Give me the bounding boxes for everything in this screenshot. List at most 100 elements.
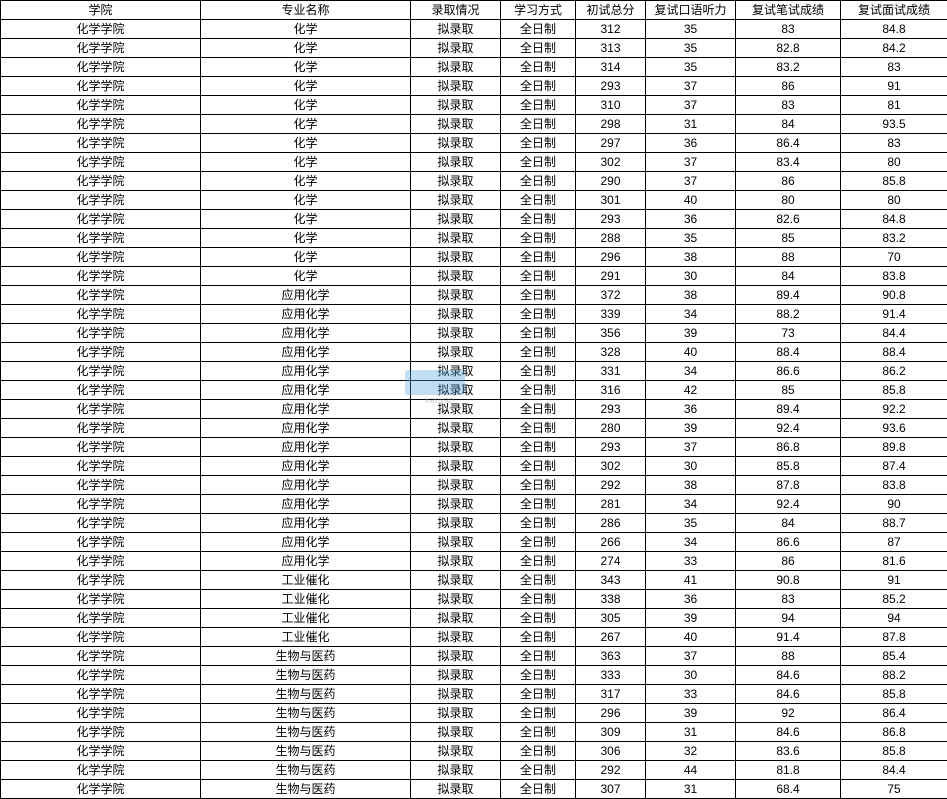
- table-cell: 92.4: [736, 495, 841, 514]
- table-cell: 全日制: [501, 77, 576, 96]
- table-cell: 90.8: [736, 571, 841, 590]
- table-cell: 化学学院: [1, 20, 201, 39]
- table-cell: 302: [576, 153, 646, 172]
- table-cell: 生物与医药: [201, 780, 411, 799]
- table-cell: 281: [576, 495, 646, 514]
- table-cell: 87.8: [736, 476, 841, 495]
- table-cell: 298: [576, 115, 646, 134]
- table-cell: 拟录取: [411, 115, 501, 134]
- table-cell: 37: [646, 96, 736, 115]
- table-cell: 92.4: [736, 419, 841, 438]
- table-cell: 工业催化: [201, 628, 411, 647]
- table-cell: 化学学院: [1, 400, 201, 419]
- table-cell: 274: [576, 552, 646, 571]
- table-cell: 90: [841, 495, 947, 514]
- table-cell: 化学学院: [1, 685, 201, 704]
- table-cell: 全日制: [501, 324, 576, 343]
- table-cell: 化学学院: [1, 134, 201, 153]
- header-row: 学院 专业名称 录取情况 学习方式 初试总分 复试口语听力 复试笔试成绩 复试面…: [1, 1, 947, 20]
- table-cell: 化学学院: [1, 590, 201, 609]
- table-cell: 拟录取: [411, 704, 501, 723]
- table-cell: 化学学院: [1, 248, 201, 267]
- table-cell: 应用化学: [201, 514, 411, 533]
- table-cell: 297: [576, 134, 646, 153]
- table-cell: 87.4: [841, 457, 947, 476]
- table-cell: 88: [736, 647, 841, 666]
- table-cell: 化学: [201, 248, 411, 267]
- table-row: 化学学院化学拟录取全日制2973686.483: [1, 134, 947, 153]
- table-cell: 全日制: [501, 191, 576, 210]
- table-cell: 84: [736, 514, 841, 533]
- table-cell: 拟录取: [411, 742, 501, 761]
- table-cell: 87.8: [841, 628, 947, 647]
- table-row: 化学学院生物与医药拟录取全日制3073168.475: [1, 780, 947, 799]
- table-row: 化学学院应用化学拟录取全日制3023085.887.4: [1, 457, 947, 476]
- table-cell: 85.8: [841, 381, 947, 400]
- table-cell: 36: [646, 590, 736, 609]
- col-header-status: 录取情况: [411, 1, 501, 20]
- table-cell: 拟录取: [411, 20, 501, 39]
- table-row: 化学学院应用化学拟录取全日制2933689.492.2: [1, 400, 947, 419]
- table-cell: 85.2: [841, 590, 947, 609]
- table-cell: 化学学院: [1, 362, 201, 381]
- table-cell: 33: [646, 685, 736, 704]
- table-cell: 全日制: [501, 476, 576, 495]
- table-cell: 94: [736, 609, 841, 628]
- table-cell: 291: [576, 267, 646, 286]
- table-cell: 化学学院: [1, 742, 201, 761]
- table-cell: 全日制: [501, 39, 576, 58]
- table-cell: 38: [646, 476, 736, 495]
- col-header-interview-score: 复试面试成绩: [841, 1, 947, 20]
- table-cell: 293: [576, 400, 646, 419]
- table-cell: 化学: [201, 267, 411, 286]
- table-cell: 84.6: [736, 685, 841, 704]
- table-cell: 全日制: [501, 457, 576, 476]
- table-cell: 全日制: [501, 400, 576, 419]
- table-cell: 85: [736, 229, 841, 248]
- table-cell: 316: [576, 381, 646, 400]
- table-cell: 85.8: [736, 457, 841, 476]
- table-cell: 化学学院: [1, 343, 201, 362]
- table-cell: 81.6: [841, 552, 947, 571]
- table-cell: 40: [646, 628, 736, 647]
- table-cell: 拟录取: [411, 685, 501, 704]
- table-row: 化学学院生物与医药拟录取全日制363378885.4: [1, 647, 947, 666]
- table-row: 化学学院应用化学拟录取全日制2923887.883.8: [1, 476, 947, 495]
- table-row: 化学学院化学拟录取全日制288358583.2: [1, 229, 947, 248]
- table-row: 化学学院应用化学拟录取全日制3313486.686.2: [1, 362, 947, 381]
- table-cell: 85: [736, 381, 841, 400]
- table-cell: 化学学院: [1, 552, 201, 571]
- table-cell: 化学学院: [1, 381, 201, 400]
- table-header: 学院 专业名称 录取情况 学习方式 初试总分 复试口语听力 复试笔试成绩 复试面…: [1, 1, 947, 20]
- table-cell: 全日制: [501, 742, 576, 761]
- table-row: 化学学院应用化学拟录取全日制2813492.490: [1, 495, 947, 514]
- table-cell: 全日制: [501, 780, 576, 799]
- table-cell: 生物与医药: [201, 704, 411, 723]
- table-cell: 拟录取: [411, 39, 501, 58]
- table-cell: 拟录取: [411, 628, 501, 647]
- table-cell: 83: [841, 134, 947, 153]
- table-cell: 全日制: [501, 362, 576, 381]
- table-row: 化学学院应用化学拟录取全日制316428585.8: [1, 381, 947, 400]
- table-cell: 88.4: [841, 343, 947, 362]
- table-cell: 94: [841, 609, 947, 628]
- table-cell: 拟录取: [411, 400, 501, 419]
- table-cell: 拟录取: [411, 191, 501, 210]
- table-cell: 全日制: [501, 248, 576, 267]
- table-cell: 化学学院: [1, 723, 201, 742]
- table-cell: 全日制: [501, 153, 576, 172]
- table-cell: 拟录取: [411, 343, 501, 362]
- admission-table: 学院 专业名称 录取情况 学习方式 初试总分 复试口语听力 复试笔试成绩 复试面…: [0, 0, 947, 799]
- table-cell: 化学学院: [1, 419, 201, 438]
- table-cell: 372: [576, 286, 646, 305]
- table-cell: 356: [576, 324, 646, 343]
- table-cell: 91: [841, 571, 947, 590]
- table-cell: 全日制: [501, 609, 576, 628]
- table-cell: 313: [576, 39, 646, 58]
- table-cell: 拟录取: [411, 438, 501, 457]
- table-cell: 88.7: [841, 514, 947, 533]
- table-cell: 83.8: [841, 267, 947, 286]
- table-cell: 86: [736, 77, 841, 96]
- table-cell: 338: [576, 590, 646, 609]
- table-cell: 全日制: [501, 58, 576, 77]
